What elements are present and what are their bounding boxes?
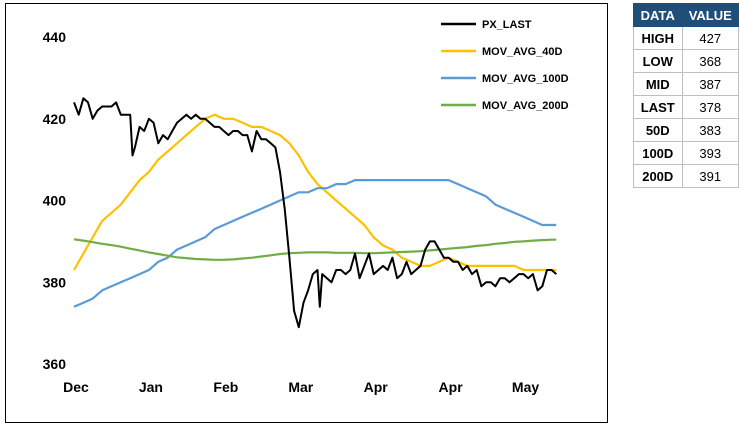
header-data: DATA <box>633 3 683 27</box>
y-tick-label: 400 <box>43 193 67 209</box>
table-row: 200D 391 <box>633 164 739 188</box>
table-row: 50D 383 <box>633 118 739 142</box>
y-tick-label: 380 <box>43 274 67 290</box>
data-table: DATA VALUE HIGH 427 LOW 368 MID 387 LAST 378… <box>633 3 739 188</box>
header-value: VALUE <box>681 3 739 27</box>
row-label: LOW <box>633 49 683 73</box>
series-line-mov-avg-40d <box>73 113 557 272</box>
row-value: 391 <box>681 164 739 188</box>
row-value: 387 <box>681 72 739 96</box>
legend-entry: MOV_AVG_100D <box>482 73 569 85</box>
line-chart: 360 380 400 420 440 Dec Jan Feb Mar Apr Apr May PX_L… <box>43 19 569 395</box>
y-tick-label: 360 <box>43 356 67 372</box>
legend-entry: MOV_AVG_40D <box>482 46 563 58</box>
x-tick-label: May <box>512 379 539 395</box>
table-row: 100D 393 <box>633 141 739 165</box>
table-row: HIGH 427 <box>633 26 739 50</box>
legend-entry: MOV_AVG_200D <box>482 100 569 112</box>
x-tick-label: Jan <box>139 379 163 395</box>
legend-entry: PX_LAST <box>482 19 532 31</box>
x-tick-label: Mar <box>288 379 313 395</box>
chart-frame: 360 380 400 420 440 Dec Jan Feb Mar Apr Apr May PX_L… <box>5 3 608 423</box>
x-tick-label: Apr <box>439 379 464 395</box>
table-row: LOW 368 <box>633 49 739 73</box>
table-header-row: DATA VALUE <box>633 3 739 27</box>
row-value: 378 <box>681 95 739 119</box>
row-label: LAST <box>633 95 683 119</box>
y-tick-label: 440 <box>43 29 67 45</box>
row-value: 393 <box>681 141 739 165</box>
row-label: 200D <box>633 164 683 188</box>
series-line-mov-avg-200d <box>73 238 557 261</box>
row-value: 427 <box>681 26 739 50</box>
row-label: HIGH <box>633 26 683 50</box>
row-label: 50D <box>633 118 683 142</box>
table-row: MID 387 <box>633 72 739 96</box>
series-line-px-last <box>73 97 557 329</box>
row-label: 100D <box>633 141 683 165</box>
row-label: MID <box>633 72 683 96</box>
x-tick-label: Dec <box>63 379 89 395</box>
x-tick-label: Apr <box>364 379 389 395</box>
row-value: 368 <box>681 49 739 73</box>
x-tick-label: Feb <box>213 379 238 395</box>
y-tick-label: 420 <box>43 111 67 127</box>
row-value: 383 <box>681 118 739 142</box>
table-row: LAST 378 <box>633 95 739 119</box>
series-line-mov-avg-100d <box>73 179 557 308</box>
